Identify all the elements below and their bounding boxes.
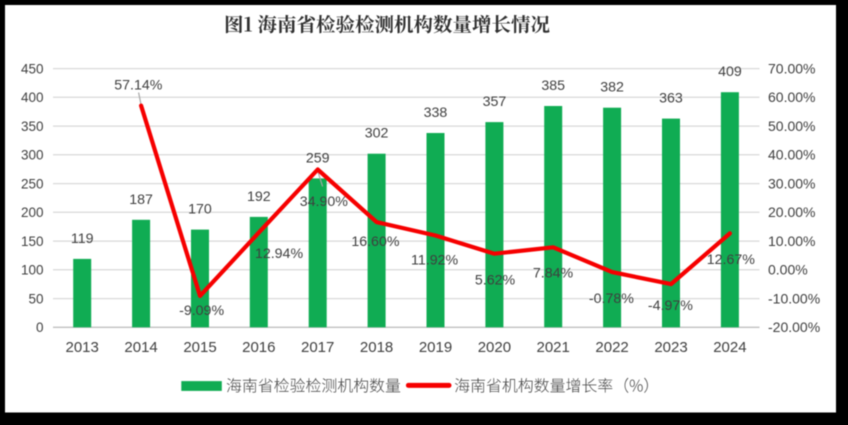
svg-text:2013: 2013 [66, 339, 99, 356]
svg-text:2017: 2017 [301, 339, 334, 356]
svg-text:450: 450 [21, 61, 44, 76]
svg-text:119: 119 [71, 231, 94, 247]
svg-text:2023: 2023 [654, 339, 687, 356]
svg-text:2015: 2015 [183, 339, 216, 356]
svg-text:2018: 2018 [360, 339, 393, 356]
svg-text:20.00%: 20.00% [768, 204, 815, 220]
svg-text:100: 100 [21, 263, 44, 278]
svg-text:357: 357 [483, 94, 507, 110]
svg-text:-4.97%: -4.97% [648, 298, 693, 314]
svg-text:-10.00%: -10.00% [768, 291, 820, 307]
svg-text:12.67%: 12.67% [707, 252, 756, 268]
svg-text:382: 382 [600, 80, 624, 96]
svg-text:192: 192 [247, 189, 271, 205]
svg-text:-20.00%: -20.00% [768, 319, 820, 335]
svg-text:11.92%: 11.92% [411, 253, 458, 269]
svg-text:12.94%: 12.94% [255, 246, 304, 262]
svg-text:302: 302 [365, 126, 389, 142]
svg-text:5.62%: 5.62% [475, 272, 516, 288]
svg-text:300: 300 [21, 148, 44, 163]
svg-text:250: 250 [21, 176, 44, 191]
svg-text:385: 385 [541, 78, 565, 94]
svg-text:40.00%: 40.00% [768, 147, 815, 163]
svg-text:60.00%: 60.00% [768, 89, 815, 105]
svg-text:57.14%: 57.14% [114, 78, 163, 94]
svg-text:2014: 2014 [124, 339, 157, 356]
svg-text:0: 0 [36, 320, 44, 335]
svg-text:400: 400 [21, 90, 44, 105]
svg-text:259: 259 [306, 150, 330, 166]
svg-text:-9.09%: -9.09% [179, 303, 224, 319]
svg-text:2022: 2022 [595, 339, 628, 356]
svg-text:2021: 2021 [537, 339, 570, 356]
svg-text:7.84%: 7.84% [533, 265, 574, 281]
svg-text:16.60%: 16.60% [351, 234, 400, 250]
svg-text:150: 150 [21, 234, 44, 249]
svg-text:-0.78%: -0.78% [589, 291, 634, 307]
svg-text:30.00%: 30.00% [768, 176, 815, 192]
svg-text:70.00%: 70.00% [768, 61, 815, 77]
svg-text:50: 50 [28, 291, 43, 306]
svg-text:0.00%: 0.00% [768, 262, 808, 278]
svg-text:2019: 2019 [419, 339, 452, 356]
svg-text:200: 200 [21, 205, 44, 220]
svg-text:2024: 2024 [713, 339, 746, 356]
svg-text:10.00%: 10.00% [768, 233, 815, 249]
svg-text:409: 409 [718, 64, 742, 80]
svg-text:34.90%: 34.90% [300, 194, 349, 210]
svg-text:170: 170 [188, 202, 212, 218]
svg-text:363: 363 [659, 91, 683, 107]
svg-text:2020: 2020 [478, 339, 511, 356]
svg-text:350: 350 [21, 119, 44, 134]
svg-text:187: 187 [129, 192, 153, 208]
svg-text:338: 338 [424, 105, 448, 121]
svg-text:2016: 2016 [242, 339, 275, 356]
svg-text:50.00%: 50.00% [768, 118, 815, 134]
